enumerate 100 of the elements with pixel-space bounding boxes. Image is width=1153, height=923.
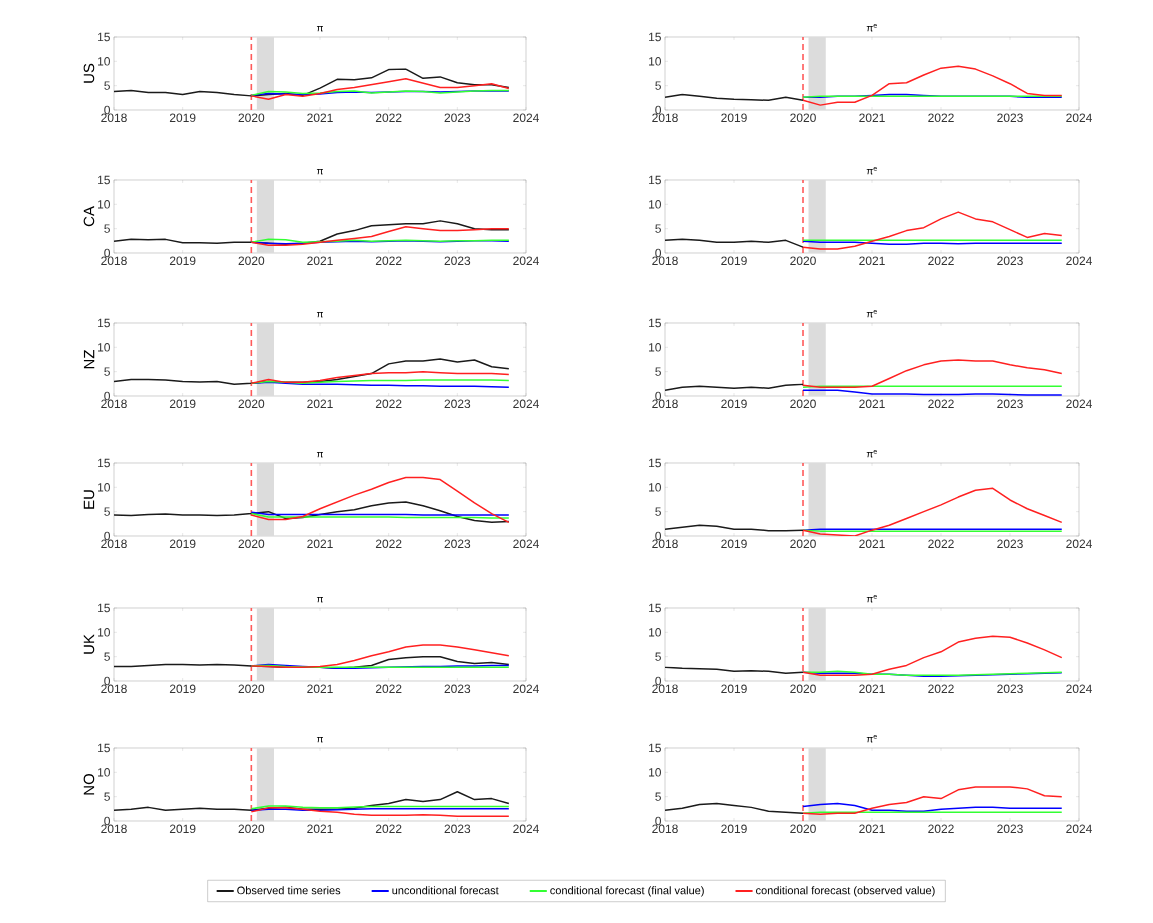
x-tick-label: 2024: [513, 684, 539, 694]
x-tick-label: 2018: [101, 399, 127, 409]
line-series: [665, 802, 804, 814]
x-tick-label: 2020: [790, 684, 816, 694]
chart-title: π: [316, 169, 324, 175]
x-tick-label: 2021: [307, 824, 333, 834]
y-tick-label: 0: [104, 391, 111, 401]
x-tick-label: 2020: [790, 399, 816, 409]
x-tick-label: 2019: [169, 684, 196, 694]
legend-label: unconditional forecast: [392, 886, 499, 895]
line-series: [114, 68, 510, 97]
y-tick-label: 15: [98, 743, 110, 753]
x-tick-label: 2021: [307, 113, 333, 123]
y-tick-label: 10: [98, 483, 110, 492]
y-tick-label: 5: [104, 507, 110, 516]
x-tick-label: 2023: [997, 256, 1023, 266]
y-tick-label: 10: [98, 200, 110, 209]
x-tick-label: 2019: [721, 256, 747, 266]
y-tick-label: 15: [649, 458, 661, 468]
x-tick-label: 2023: [444, 824, 471, 834]
x-tick-label: 2020: [790, 539, 816, 549]
line-series: [250, 225, 510, 246]
line-series: [802, 487, 1063, 536]
x-tick-label: 2022: [928, 256, 954, 266]
chart-title: π$^{e}$: [866, 166, 877, 175]
x-tick-label: 2024: [1066, 256, 1092, 266]
x-tick-label: 2022: [928, 113, 954, 123]
x-tick-label: 2019: [721, 539, 747, 549]
y-tick-label: 0: [655, 105, 662, 115]
x-tick-label: 2024: [1066, 399, 1092, 409]
x-tick-label: 2020: [238, 539, 265, 549]
y-tick-label: 5: [655, 224, 661, 233]
x-tick-label: 2024: [513, 256, 539, 266]
x-tick-label: 2024: [513, 539, 539, 549]
x-tick-label: 2018: [652, 113, 678, 123]
y-tick-label: 15: [649, 603, 661, 613]
y-axis-title: CA: [83, 206, 95, 227]
y-tick-label: 15: [649, 32, 661, 42]
x-tick-label: 2022: [928, 684, 954, 694]
x-tick-label: 2019: [169, 824, 196, 834]
y-tick-label: 0: [655, 676, 662, 686]
chart-title: π$^{e}$: [866, 594, 877, 603]
x-tick-label: 2018: [652, 399, 678, 409]
x-tick-label: 2022: [928, 824, 954, 834]
x-tick-label: 2021: [307, 256, 333, 266]
chart-title: π$^{e}$: [866, 23, 877, 32]
y-tick-label: 15: [98, 32, 110, 42]
x-tick-label: 2020: [790, 824, 816, 834]
x-tick-label: 2021: [859, 399, 885, 409]
y-axis-title: NO: [83, 773, 95, 795]
y-tick-label: 0: [655, 816, 662, 826]
x-tick-label: 2019: [721, 684, 747, 694]
x-tick-label: 2023: [444, 113, 471, 123]
y-tick-label: 10: [98, 768, 110, 777]
x-tick-label: 2018: [652, 256, 678, 266]
y-tick-label: 15: [98, 175, 110, 185]
x-tick-label: 2021: [859, 539, 885, 549]
x-tick-label: 2019: [169, 256, 196, 266]
x-tick-label: 2018: [101, 256, 127, 266]
x-tick-label: 2020: [238, 399, 265, 409]
chart-title: π: [316, 312, 324, 318]
y-tick-label: 10: [649, 57, 662, 66]
x-tick-label: 2019: [169, 113, 196, 123]
line-series: [665, 238, 804, 248]
y-tick-label: 5: [104, 81, 110, 90]
y-tick-label: 15: [649, 318, 661, 328]
y-tick-label: 15: [649, 175, 661, 185]
x-tick-label: 2023: [444, 539, 471, 549]
chart-title: π: [316, 452, 324, 458]
y-tick-label: 10: [649, 483, 662, 492]
y-tick-label: 10: [649, 200, 662, 209]
x-tick-label: 2021: [859, 256, 885, 266]
y-tick-label: 0: [655, 391, 662, 401]
y-tick-label: 15: [649, 743, 661, 753]
y-tick-label: 5: [104, 367, 110, 376]
y-tick-label: 0: [655, 531, 662, 541]
y-tick-label: 15: [98, 458, 110, 468]
x-tick-label: 2022: [928, 399, 954, 409]
x-tick-label: 2019: [169, 539, 196, 549]
chart-title: π$^{e}$: [866, 449, 877, 458]
x-tick-label: 2024: [513, 824, 539, 834]
x-tick-label: 2023: [444, 684, 471, 694]
y-axis-title: UK: [83, 634, 95, 654]
x-tick-label: 2023: [997, 824, 1023, 834]
y-tick-label: 5: [655, 367, 661, 376]
x-tick-label: 2023: [997, 684, 1023, 694]
y-tick-label: 0: [104, 676, 111, 686]
x-tick-label: 2021: [307, 539, 333, 549]
y-tick-label: 0: [104, 248, 110, 258]
x-tick-label: 2022: [375, 684, 402, 694]
x-tick-label: 2018: [101, 824, 127, 834]
x-tick-label: 2020: [790, 256, 816, 266]
x-tick-label: 2019: [721, 113, 747, 123]
x-tick-label: 2024: [1066, 824, 1092, 834]
x-tick-label: 2021: [859, 824, 885, 834]
x-tick-label: 2021: [307, 399, 333, 409]
y-tick-label: 5: [655, 652, 661, 661]
x-tick-label: 2019: [721, 824, 747, 834]
y-tick-label: 5: [655, 81, 661, 90]
chart-title: π$^{e}$: [866, 309, 877, 318]
